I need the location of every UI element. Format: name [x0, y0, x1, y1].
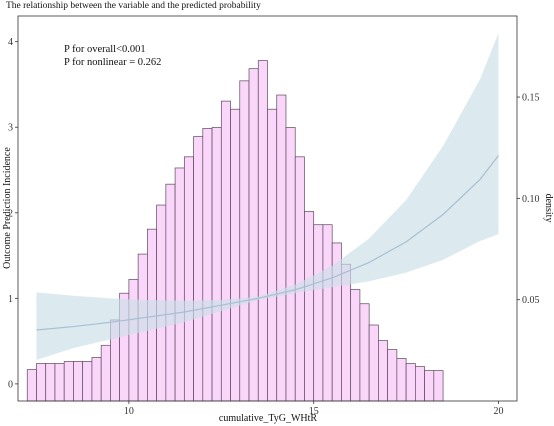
histogram-bar	[276, 94, 287, 402]
histogram-bar	[368, 324, 379, 402]
histogram-bar	[257, 60, 268, 402]
fitted-curve	[36, 155, 499, 331]
histogram-bar	[396, 358, 407, 402]
histogram-bar	[183, 156, 194, 402]
histogram-bar	[63, 361, 74, 402]
histogram-bar	[193, 136, 204, 402]
annotation-p-nonlinear: P for nonlinear = 0.262	[64, 57, 161, 68]
chart-title: The relationship between the variable an…	[6, 1, 261, 11]
histogram-bar	[73, 361, 84, 402]
y-tick-label: 4	[8, 37, 13, 48]
y-tick-label: 3	[8, 123, 13, 134]
x-tick-label: 20	[494, 406, 504, 417]
histogram-bar	[91, 357, 102, 402]
histogram-bar	[128, 279, 139, 402]
y-tick-label: 1	[8, 294, 13, 305]
histogram-bar	[165, 183, 176, 402]
histogram-bar	[220, 100, 231, 402]
histogram-bar	[267, 108, 278, 402]
histogram-bar	[294, 156, 305, 402]
histogram-bar	[248, 68, 259, 402]
histogram-bar	[387, 349, 398, 402]
histogram-bar	[424, 370, 435, 402]
annotation-p-overall: P for overall<0.001	[64, 44, 146, 55]
confidence-band-layer	[36, 33, 499, 360]
histogram-bar	[322, 224, 333, 402]
histogram-bar	[54, 363, 65, 402]
histogram-bar	[202, 128, 213, 402]
histogram-bar	[45, 363, 56, 402]
histogram-bar	[211, 127, 222, 402]
histogram-bar	[378, 340, 388, 402]
y-tick-label: 2	[8, 208, 13, 219]
histogram-bar	[230, 108, 241, 402]
y2-tick-label: 0.05	[522, 295, 540, 306]
axes-layer: 10 15 20 0 1 2 3 4 0.05 0.10 0.15	[8, 37, 540, 417]
histogram-bar	[239, 80, 250, 402]
y-axis-label: Outcome Prediction Incidence	[2, 147, 13, 269]
histogram-bar	[26, 369, 37, 402]
histogram-bar	[82, 361, 93, 402]
y2-axis-label: density	[543, 194, 554, 223]
plot-border	[17, 15, 518, 402]
histogram-bar	[285, 127, 296, 402]
histogram-bar	[304, 211, 315, 402]
y2-tick-label: 0.15	[522, 93, 540, 104]
histogram-bar	[100, 344, 111, 402]
histogram-bar	[174, 167, 185, 402]
x-tick-label: 10	[124, 406, 134, 417]
histogram-bar	[36, 363, 47, 402]
x-tick-label: 15	[309, 406, 319, 417]
histogram-bar	[359, 303, 370, 402]
histogram-bar	[313, 224, 324, 402]
curve-layer	[36, 155, 499, 331]
histogram-bar	[405, 363, 416, 402]
y-tick-label: 0	[8, 379, 13, 390]
histogram-bar	[433, 370, 444, 402]
histogram-bar	[350, 289, 361, 402]
confidence-band	[36, 33, 499, 360]
histogram-bar	[415, 366, 425, 402]
y2-tick-label: 0.10	[522, 194, 540, 205]
x-axis-label: cumulative_TyG_WHtR	[219, 413, 317, 424]
